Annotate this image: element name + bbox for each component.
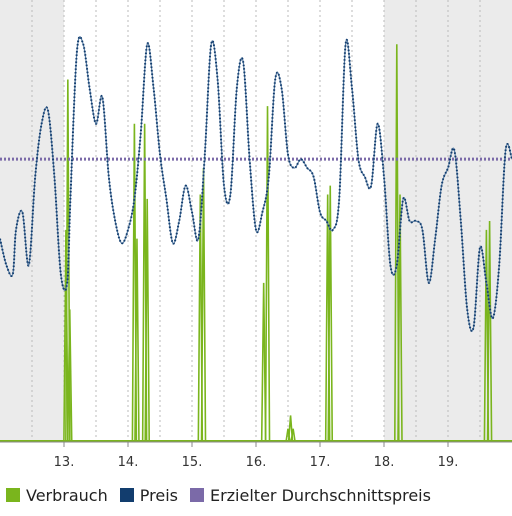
legend-label-preis: Preis: [139, 485, 178, 505]
verbrauch-spike: [264, 106, 271, 443]
x-tick-label: 17.: [310, 455, 331, 470]
verbrauch-spike: [144, 198, 150, 443]
legend-item-verbrauch[interactable]: Verbrauch: [6, 486, 108, 505]
legend-label-durchschnitt: Erzielter Durchschnittspreis: [209, 485, 431, 505]
x-tick-label: 18.: [374, 455, 395, 470]
preis-series: [0, 35, 512, 333]
legend-swatch-preis: [119, 488, 134, 502]
verbrauch-spike: [200, 167, 207, 443]
verbrauch-spike: [486, 220, 493, 443]
legend-swatch-verbrauch: [6, 488, 20, 502]
legend: Verbrauch Preis Erzielter Durchschnittsp…: [6, 484, 443, 506]
verbrauch-spike: [134, 238, 140, 443]
verbrauch-spike: [290, 428, 296, 443]
verbrauch-spike: [66, 309, 73, 443]
legend-item-preis[interactable]: Preis: [119, 485, 178, 505]
chart: 13. 14. 15. 16. 17. 18. 19.: [0, 0, 512, 470]
verbrauch-spike: [63, 229, 69, 443]
x-tick-label: 13.: [54, 455, 75, 470]
x-tick-label: 15.: [182, 455, 203, 470]
verbrauch-spike: [394, 44, 400, 443]
preis-line: [0, 36, 512, 332]
legend-label-verbrauch: Verbrauch: [26, 485, 108, 505]
legend-swatch-durchschnitt: [189, 488, 204, 502]
verbrauch-series: [0, 44, 512, 443]
verbrauch-spike: [397, 194, 403, 443]
x-axis: 13. 14. 15. 16. 17. 18. 19.: [0, 441, 512, 470]
x-tick-label: 14.: [118, 455, 139, 470]
verbrauch-spike: [327, 185, 334, 443]
x-tick-label: 19.: [438, 455, 459, 470]
x-tick-label: 16.: [246, 455, 267, 470]
verbrauch-spike: [260, 282, 267, 443]
legend-item-durchschnitt[interactable]: Erzielter Durchschnittspreis: [189, 485, 431, 505]
